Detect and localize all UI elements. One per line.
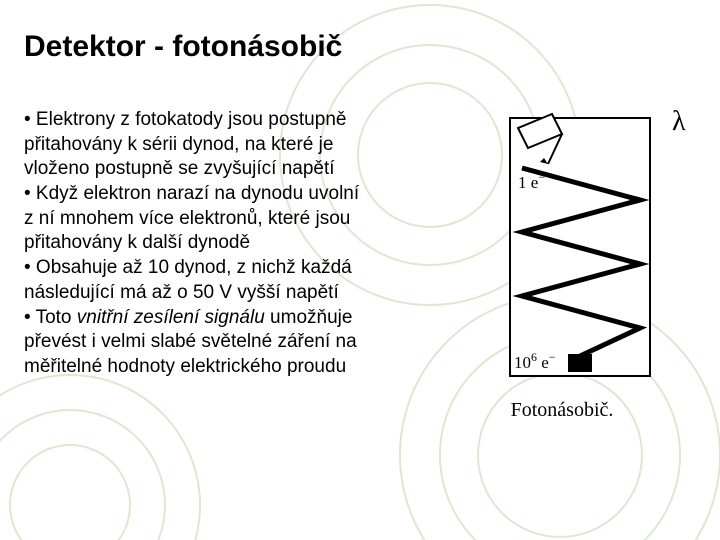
diagram-col: 1 e−106 e− Fotonásobič. bbox=[462, 108, 662, 422]
bullet-line: • Elektrony z fotokatody jsou postupně bbox=[24, 108, 456, 133]
bullet-line: z ní mnohem více elektronů, které jsou bbox=[24, 207, 456, 232]
bullet-text: umožňuje bbox=[265, 307, 353, 328]
bullet-italic: vnitřní zesílení signálu bbox=[77, 307, 265, 328]
bullet-line: následující má až o 50 V vyšší napětí bbox=[24, 281, 456, 306]
photomultiplier-diagram: 1 e−106 e− bbox=[462, 108, 662, 388]
bullet-line: přitahovány k další dynodě bbox=[24, 231, 456, 256]
bullet-line: vloženo postupně se zvyšující napětí bbox=[24, 157, 456, 182]
slide-content: Detektor - fotonásobič • Elektrony z fot… bbox=[0, 0, 720, 422]
bullet-text: • Toto bbox=[24, 307, 77, 328]
bullet-line: • Toto vnitřní zesílení signálu umožňuje bbox=[24, 306, 456, 331]
page-title: Detektor - fotonásobič bbox=[24, 30, 696, 64]
bullet-line: přitahovány k sérii dynod, na které je bbox=[24, 133, 456, 158]
content-row: • Elektrony z fotokatody jsou postupně p… bbox=[24, 108, 696, 422]
bullet-line: měřitelné hodnoty elektrického proudu bbox=[24, 355, 456, 380]
bullet-line: • Když elektron narazí na dynodu uvolní bbox=[24, 182, 456, 207]
bullet-line: • Obsahuje až 10 dynod, z nichž každá bbox=[24, 256, 456, 281]
lambda-label: λ bbox=[672, 106, 686, 138]
diagram-wrap: 1 e−106 e− Fotonásobič. λ bbox=[462, 108, 686, 422]
bullet-list: • Elektrony z fotokatody jsou postupně p… bbox=[24, 108, 456, 380]
diagram-caption: Fotonásobič. bbox=[462, 399, 662, 422]
bullet-line: převést i velmi slabé světelné záření na bbox=[24, 330, 456, 355]
